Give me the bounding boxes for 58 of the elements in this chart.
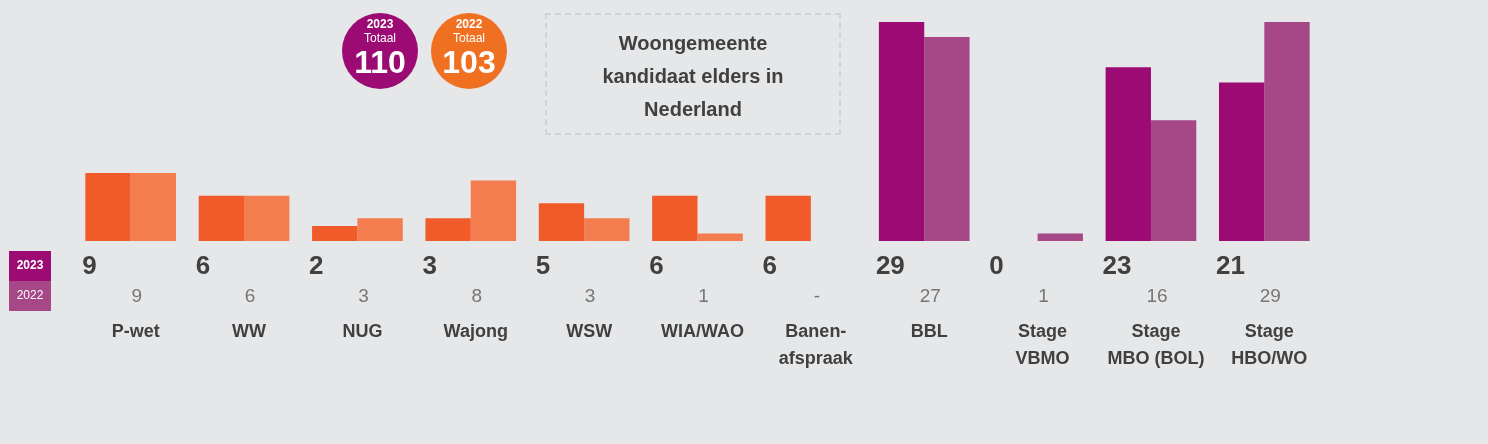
bar — [1218, 82, 1265, 241]
bar — [1264, 22, 1310, 241]
data-label: 27 — [919, 285, 941, 307]
data-label: 2 — [309, 250, 324, 281]
data-label: 3 — [422, 250, 437, 281]
text: 2022 — [16, 288, 44, 303]
bar — [538, 203, 585, 241]
bar — [244, 195, 290, 241]
data-label: 8 — [471, 285, 483, 307]
x-tick-label: BBL — [910, 320, 948, 341]
data-label: 6 — [244, 285, 256, 307]
x-tick-label: Stage VBMO — [1015, 320, 1070, 368]
text: Woongemeente kandidaat elders in Nederland — [601, 31, 785, 122]
bar — [85, 173, 131, 241]
data-label: 3 — [584, 285, 596, 307]
bar — [425, 218, 471, 241]
x-tick-label: WIA/WAO — [661, 320, 744, 341]
bar — [652, 195, 698, 241]
x-tick-label: P-wet — [111, 320, 160, 341]
data-label: 1 — [698, 285, 709, 307]
x-tick-label: Banen-afspraak — [778, 320, 854, 368]
data-label: 3 — [358, 285, 369, 307]
bar — [312, 225, 358, 241]
annotation: 2023 Totaal 110 — [353, 17, 407, 80]
data-label: 1 — [1038, 285, 1049, 307]
bar — [470, 180, 517, 241]
bar — [584, 218, 630, 241]
bar — [1105, 67, 1151, 241]
data-label: 6 — [195, 250, 211, 281]
data-label: 6 — [649, 250, 664, 281]
x-tick-label: Stage HBO/WO — [1231, 320, 1308, 368]
x-tick-label: WSW — [566, 320, 613, 341]
data-label: 6 — [762, 250, 777, 281]
data-label: 21 — [1215, 250, 1245, 281]
bar — [697, 233, 743, 241]
annotation: 2022 Totaal 103 — [441, 17, 497, 80]
data-label: 23 — [1102, 250, 1132, 281]
x-tick-label: Wajong — [443, 320, 508, 341]
data-label: 5 — [535, 250, 551, 281]
data-label: 29 — [875, 250, 905, 281]
x-tick-label: NUG — [342, 320, 383, 341]
data-label: 29 — [1259, 285, 1281, 307]
bar — [198, 195, 245, 241]
bar — [357, 218, 403, 241]
data-label: - — [813, 285, 821, 307]
data-label: 16 — [1146, 285, 1168, 307]
bar — [924, 37, 970, 241]
bar — [1037, 233, 1083, 241]
text: 2023 — [16, 258, 44, 273]
data-label: 0 — [989, 250, 1004, 281]
bar — [1150, 120, 1197, 241]
x-tick-label: Stage MBO (BOL) — [1107, 320, 1205, 368]
bar — [130, 173, 177, 241]
bar — [878, 22, 925, 241]
x-tick-label: WW — [232, 320, 267, 341]
bar — [765, 195, 811, 241]
data-label: 9 — [82, 250, 97, 281]
data-label: 9 — [131, 285, 142, 307]
